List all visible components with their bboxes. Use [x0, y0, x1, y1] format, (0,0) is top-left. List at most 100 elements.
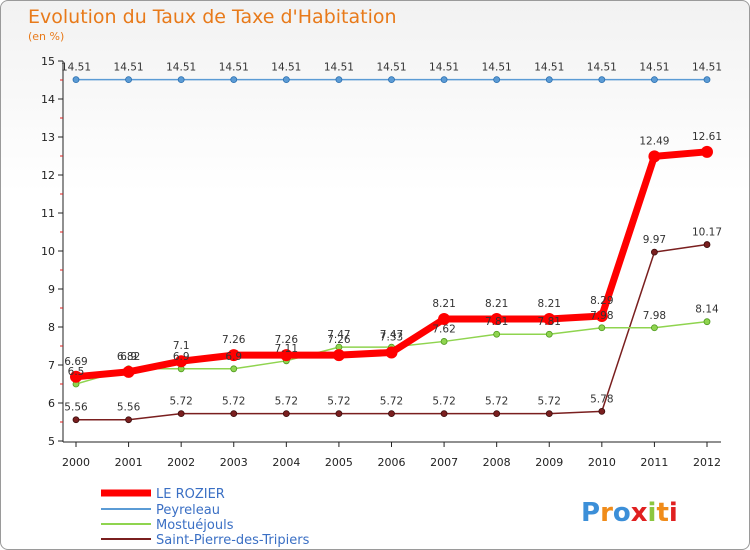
- data-point: [703, 76, 711, 84]
- x-tick-label: 2000: [62, 456, 90, 469]
- x-tick-label: 2001: [115, 456, 143, 469]
- data-label: 7.26: [275, 334, 299, 346]
- y-tick-label: 14: [41, 93, 55, 106]
- data-label: 5.72: [538, 396, 561, 408]
- data-point: [72, 416, 80, 424]
- data-point: [438, 313, 451, 326]
- data-point: [230, 76, 238, 84]
- x-tick-label: 2002: [167, 456, 195, 469]
- legend-label: LE ROZIER: [156, 487, 225, 502]
- x-tick-label: 2003: [220, 456, 248, 469]
- data-label: 8.14: [695, 304, 719, 316]
- data-point: [175, 355, 188, 368]
- data-label: 6.9: [173, 351, 190, 363]
- x-tick-label: 2010: [588, 456, 616, 469]
- x-tick-label: 2008: [483, 456, 511, 469]
- data-label: 7.26: [327, 334, 351, 346]
- data-label: 5.78: [590, 393, 613, 405]
- data-label: 12.61: [692, 131, 722, 143]
- data-label: 14.51: [324, 62, 354, 74]
- x-tick-label: 2004: [272, 456, 300, 469]
- y-tick-label: 13: [41, 131, 55, 144]
- data-point: [703, 241, 711, 248]
- data-point: [651, 248, 658, 256]
- data-point: [177, 410, 185, 418]
- data-point: [230, 365, 238, 373]
- data-point: [388, 76, 395, 84]
- y-tick-label: 8: [48, 321, 55, 334]
- x-tick-label: 2012: [693, 456, 721, 469]
- data-point: [177, 76, 185, 84]
- y-tick-label: 9: [48, 283, 55, 296]
- data-point: [440, 76, 448, 84]
- data-label: 8.21: [485, 298, 508, 310]
- data-point: [493, 410, 501, 418]
- data-label: 8.21: [432, 298, 455, 310]
- x-tick-label: 2007: [430, 456, 458, 469]
- data-point: [648, 150, 661, 163]
- data-point: [651, 324, 658, 332]
- data-point: [493, 330, 501, 338]
- x-tick-label: 2006: [378, 456, 406, 469]
- data-point: [282, 410, 290, 418]
- data-label: 7.33: [380, 331, 403, 343]
- data-label: 8.29: [590, 295, 613, 307]
- data-point: [595, 309, 608, 322]
- data-point: [545, 76, 553, 84]
- chart-unit-label: (en %): [28, 30, 65, 43]
- data-label: 14.51: [271, 62, 301, 74]
- data-label: 14.51: [429, 62, 459, 74]
- data-label: 6.9: [120, 351, 137, 363]
- data-point: [598, 407, 606, 415]
- data-point: [70, 370, 82, 383]
- data-label: 7.1: [173, 340, 190, 352]
- y-tick-label: 15: [41, 55, 55, 68]
- data-label: 7.98: [643, 310, 666, 322]
- data-point: [388, 410, 395, 418]
- legend-label: Mostuéjouls: [156, 518, 234, 533]
- chart-title: Evolution du Taux de Taxe d'Habitation: [28, 6, 397, 28]
- data-point: [598, 76, 606, 84]
- y-tick-label: 12: [41, 169, 55, 182]
- data-label: 5.72: [485, 396, 508, 408]
- y-tick-label: 6: [48, 397, 55, 410]
- data-label: 14.51: [482, 62, 512, 74]
- data-label: 6.82: [117, 351, 140, 363]
- data-label: 7.47: [327, 329, 350, 341]
- legend-label: Saint-Pierre-des-Tripiers: [156, 533, 310, 548]
- data-point: [701, 145, 713, 158]
- data-label: 5.56: [64, 402, 88, 414]
- y-tick-label: 10: [41, 245, 55, 258]
- data-label: 7.81: [538, 316, 561, 328]
- data-label: 14.51: [534, 62, 564, 74]
- data-label: 5.72: [222, 396, 245, 408]
- data-label: 9.97: [643, 234, 666, 246]
- x-tick-label: 2005: [325, 456, 353, 469]
- data-label: 5.72: [380, 396, 403, 408]
- data-label: 5.72: [327, 396, 350, 408]
- data-point: [703, 318, 711, 326]
- data-label: 6.9: [225, 351, 242, 363]
- data-label: 14.51: [692, 62, 722, 74]
- data-point: [545, 410, 553, 418]
- data-point: [545, 330, 553, 338]
- data-label: 6.5: [68, 366, 85, 378]
- data-point: [122, 365, 135, 378]
- data-point: [125, 76, 132, 84]
- data-label: 14.51: [587, 62, 617, 74]
- data-point: [440, 338, 448, 345]
- data-point: [280, 349, 293, 362]
- data-label: 7.98: [590, 310, 613, 322]
- data-point: [125, 416, 132, 424]
- data-label: 7.11: [275, 343, 298, 355]
- data-point: [332, 349, 345, 362]
- data-label: 14.51: [166, 62, 196, 74]
- data-label: 5.56: [117, 402, 141, 414]
- data-point: [440, 410, 448, 418]
- data-label: 14.51: [61, 62, 91, 74]
- data-point: [385, 346, 398, 359]
- data-label: 6.69: [64, 356, 87, 368]
- data-label: 8.21: [538, 298, 561, 310]
- data-point: [490, 313, 503, 326]
